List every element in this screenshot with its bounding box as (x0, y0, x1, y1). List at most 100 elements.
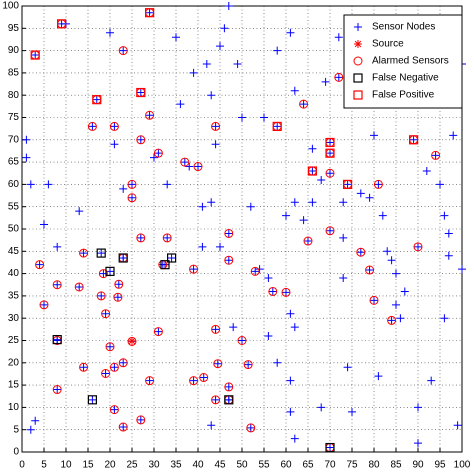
point (224, 382, 234, 392)
point (317, 175, 326, 184)
point (378, 211, 387, 220)
y-tick-label: 40 (8, 268, 20, 279)
point (290, 434, 299, 443)
point (213, 359, 222, 368)
point (57, 19, 66, 28)
y-tick-label: 70 (8, 134, 20, 145)
point (211, 324, 221, 334)
legend-box (343, 14, 463, 109)
point (458, 265, 466, 274)
point (39, 300, 49, 310)
point (163, 233, 172, 242)
point (224, 256, 233, 265)
x-tick-label: 95 (434, 460, 446, 471)
point (150, 153, 158, 162)
point (334, 72, 344, 82)
point (189, 376, 199, 386)
point (282, 288, 290, 297)
x-tick-label: 55 (258, 460, 270, 471)
point (272, 121, 282, 132)
point (87, 121, 97, 131)
point (53, 280, 62, 289)
point (118, 358, 128, 368)
point (128, 180, 136, 189)
point (119, 423, 128, 432)
point (414, 242, 422, 251)
point (290, 86, 299, 95)
point (343, 179, 353, 189)
point (449, 131, 458, 140)
point (348, 407, 356, 416)
point (343, 180, 352, 189)
point (109, 121, 119, 131)
point (356, 189, 365, 198)
point (264, 274, 273, 283)
point (304, 237, 312, 246)
point (44, 180, 53, 189)
point (119, 253, 128, 262)
point (325, 226, 335, 236)
legend-marker (354, 40, 362, 48)
point (233, 59, 242, 68)
point (264, 332, 273, 341)
point (299, 100, 308, 109)
point (172, 33, 180, 42)
point (224, 2, 233, 10)
point (128, 336, 136, 345)
point (224, 228, 234, 238)
y-tick-label: 45 (8, 246, 20, 257)
point (97, 291, 106, 300)
point (145, 8, 155, 18)
point (74, 282, 84, 292)
point (392, 300, 400, 309)
point (282, 211, 290, 220)
point (326, 443, 334, 452)
point (109, 405, 119, 415)
point (101, 369, 110, 378)
point (136, 233, 145, 242)
point (224, 382, 233, 391)
point (286, 28, 295, 37)
point (308, 144, 317, 153)
point (325, 148, 335, 158)
point (154, 327, 163, 336)
point (224, 229, 233, 238)
point (392, 269, 400, 278)
point (106, 28, 114, 37)
y-tick-label: 75 (8, 112, 20, 123)
point (211, 140, 220, 149)
point (325, 137, 335, 148)
point (414, 439, 422, 448)
point (98, 269, 108, 279)
x-tick-label: 85 (390, 460, 402, 471)
point (145, 8, 154, 17)
point (198, 242, 207, 251)
point (106, 267, 114, 276)
point (321, 77, 330, 86)
point (96, 248, 106, 258)
point (211, 122, 220, 131)
point (119, 46, 128, 55)
point (53, 385, 62, 394)
point (373, 179, 383, 189)
point (211, 121, 221, 131)
point (246, 423, 256, 433)
y-tick-label: 10 (8, 402, 20, 413)
point (326, 226, 334, 235)
point (31, 51, 40, 60)
point (110, 122, 119, 131)
x-tick-label: 90 (412, 460, 424, 471)
point (160, 260, 170, 270)
point (88, 122, 97, 131)
point (370, 131, 378, 140)
point (105, 266, 115, 276)
point (22, 135, 31, 144)
point (343, 363, 352, 372)
point (145, 376, 154, 385)
point (370, 296, 378, 305)
point (250, 266, 260, 276)
point (26, 180, 35, 189)
y-tick-label: 85 (8, 68, 20, 79)
point (110, 363, 119, 372)
point (154, 149, 163, 158)
